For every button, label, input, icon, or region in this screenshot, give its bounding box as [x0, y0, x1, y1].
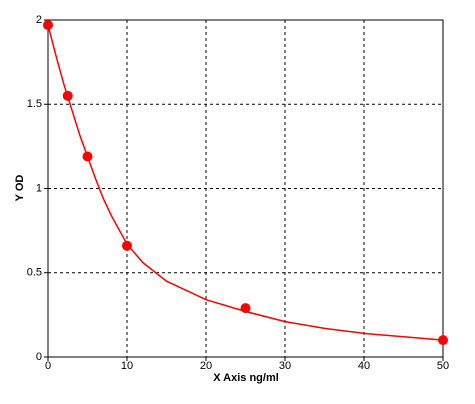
y-tick-label: 1.5	[27, 98, 42, 110]
y-tick-label: 2	[36, 14, 42, 26]
y-tick-label: 1	[36, 182, 42, 194]
data-point	[82, 151, 93, 162]
y-tick-label: 0.5	[27, 267, 42, 279]
y-axis-title: Y OD	[14, 175, 26, 202]
x-tick-label: 50	[437, 360, 449, 372]
x-axis-title: X Axis ng/ml	[213, 372, 279, 384]
plot-frame	[47, 19, 444, 358]
data-point	[240, 303, 251, 314]
fit-curve	[47, 24, 444, 341]
x-tick-label: 20	[200, 360, 212, 372]
y-tick-label: 0	[36, 351, 42, 363]
x-tick-label: 0	[45, 360, 51, 372]
x-tick-label: 10	[121, 360, 133, 372]
x-tick-label: 30	[279, 360, 291, 372]
data-point	[122, 240, 132, 251]
data-point	[62, 90, 73, 101]
data-point	[438, 335, 448, 346]
data-point	[43, 20, 53, 31]
x-tick-label: 40	[358, 360, 370, 372]
